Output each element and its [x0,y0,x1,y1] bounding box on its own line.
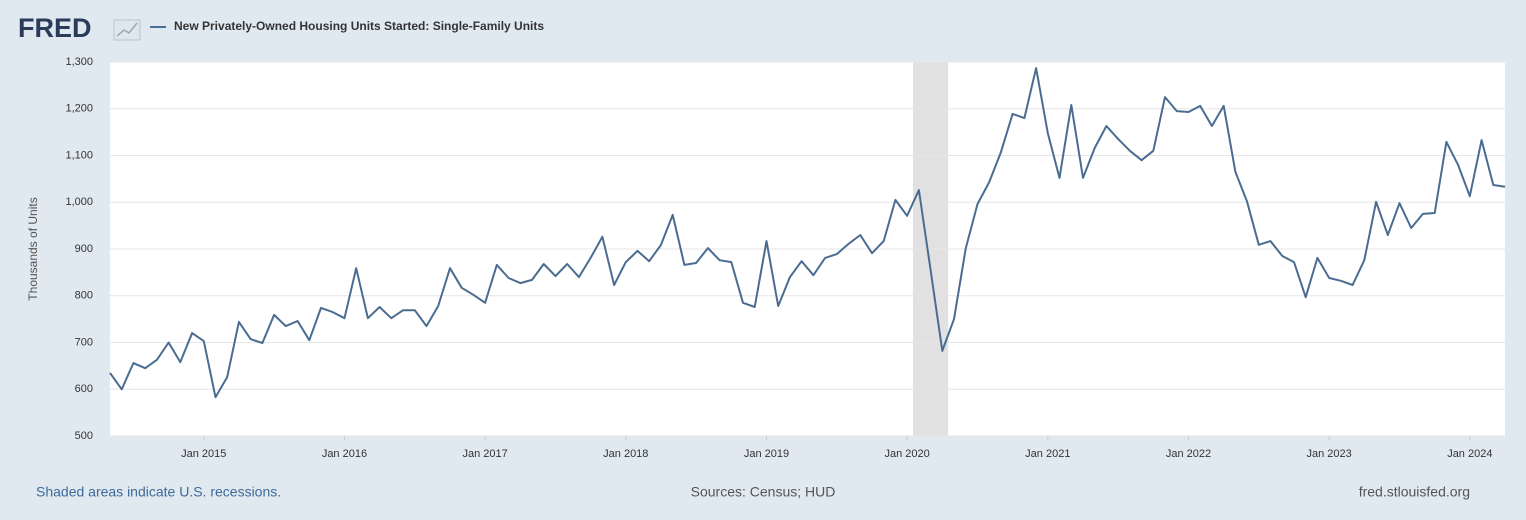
x-tick-label: Jan 2015 [181,448,226,460]
logo-icon [113,19,141,41]
x-tick-label: Jan 2018 [603,448,648,460]
series-line [109,67,1506,399]
y-tick-label: 600 [75,383,93,395]
x-tick-label: Jan 2017 [462,448,507,460]
recession-note: Shaded areas indicate U.S. recessions. [36,484,281,500]
x-tick-label: Jan 2019 [744,448,789,460]
source: Sources: Census; HUD [691,484,836,500]
x-tick-label: Jan 2020 [885,448,930,460]
site: fred.stlouisfed.org [1359,484,1470,500]
y-tick-label: 900 [75,243,93,255]
y-tick-label: 1,100 [65,149,93,161]
y-axis-label: Thousands of Units [26,197,40,300]
y-tick-label: 1,200 [65,103,93,115]
x-tick-label: Jan 2021 [1025,448,1070,460]
x-tick-label: Jan 2022 [1166,448,1211,460]
y-tick-label: 800 [75,290,93,302]
y-tick-label: 700 [75,336,93,348]
y-tick-label: 1,300 [65,56,93,68]
y-tick-label: 1,000 [65,196,93,208]
x-tick-label: Jan 2024 [1447,448,1492,460]
logo: FRED [18,13,92,43]
x-tick-label: Jan 2016 [322,448,367,460]
y-tick-label: 500 [75,430,93,442]
x-tick-label: Jan 2023 [1307,448,1352,460]
legend-label: New Privately-Owned Housing Units Starte… [174,19,544,33]
